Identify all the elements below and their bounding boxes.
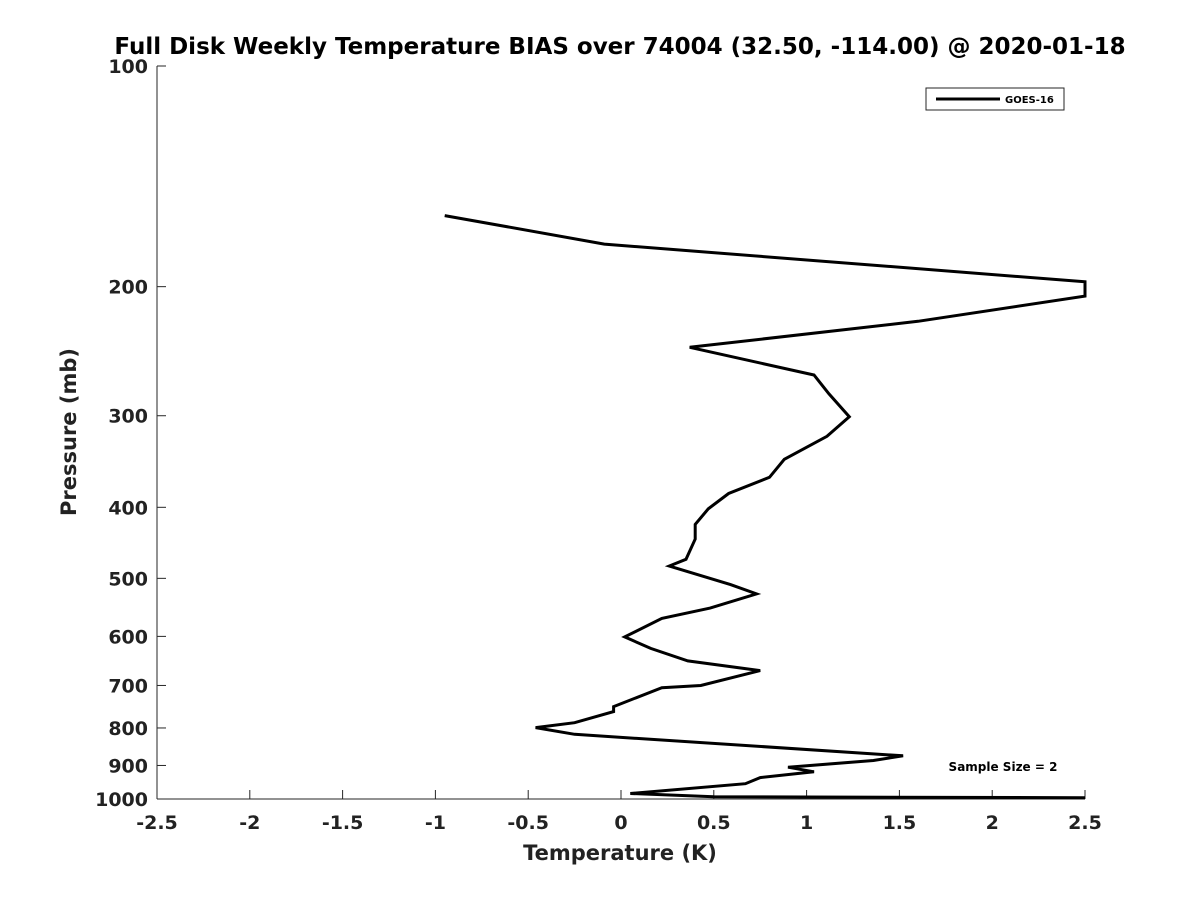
y-tick-label: 500 xyxy=(108,568,148,590)
x-axis-ticks: -2.5 -2 -1.5 -1 -0.5 0 0.5 1 1.5 2 2.5 xyxy=(136,790,1102,834)
legend-label-goes-16: GOES-16 xyxy=(1005,95,1054,106)
y-tick-label: 1000 xyxy=(95,789,148,811)
y-tick-label: 400 xyxy=(108,497,148,519)
x-tick-label: 2 xyxy=(986,812,999,834)
series-layer xyxy=(444,214,1087,800)
x-axis-label: Temperature (K) xyxy=(523,841,717,865)
plot-area xyxy=(157,66,1085,799)
y-tick-label: 600 xyxy=(108,626,148,648)
x-tick-label: 2.5 xyxy=(1068,812,1102,834)
y-axis-ticks: 100 200 300 400 500 600 700 800 900 1000 xyxy=(95,56,166,811)
chart-title: Full Disk Weekly Temperature BIAS over 7… xyxy=(114,34,1125,60)
series-line-goes-16 xyxy=(444,214,1087,800)
x-tick-label: 0.5 xyxy=(697,812,731,834)
x-tick-label: 0 xyxy=(614,812,627,834)
y-tick-label: 300 xyxy=(108,406,148,428)
x-tick-label: -2.5 xyxy=(136,812,178,834)
sample-size-annotation: Sample Size = 2 xyxy=(949,760,1058,774)
x-tick-label: -1 xyxy=(425,812,446,834)
x-tick-label: -0.5 xyxy=(507,812,549,834)
x-tick-label: -1.5 xyxy=(322,812,364,834)
y-tick-label: 900 xyxy=(108,755,148,777)
legend: GOES-16 xyxy=(925,87,1065,111)
y-tick-label: 700 xyxy=(108,675,148,697)
x-tick-label: 1.5 xyxy=(883,812,917,834)
y-tick-label: 200 xyxy=(108,277,148,299)
y-tick-label: 100 xyxy=(108,56,148,78)
x-tick-label: 1 xyxy=(800,812,813,834)
y-tick-label: 800 xyxy=(108,718,148,740)
y-axis-label: Pressure (mb) xyxy=(57,348,81,516)
x-tick-label: -2 xyxy=(239,812,260,834)
